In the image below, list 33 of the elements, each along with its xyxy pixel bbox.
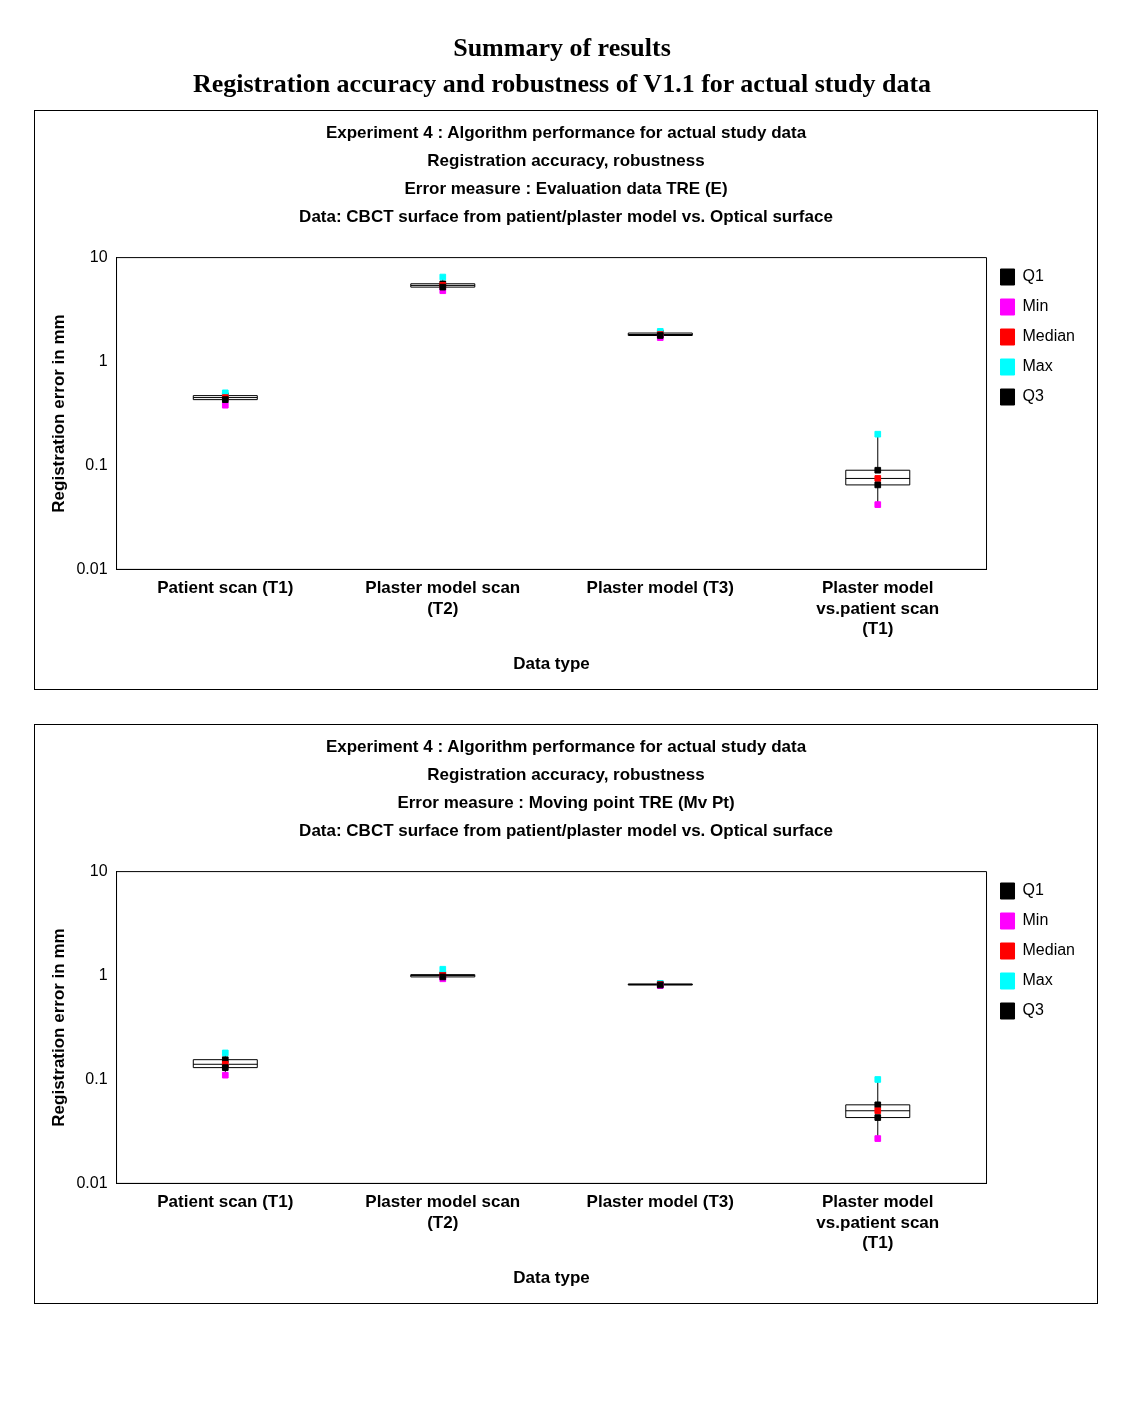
- legend-label: Median: [1022, 941, 1076, 959]
- legend-label: Min: [1022, 911, 1049, 929]
- chart-subtitle: Experiment 4 : Algorithm performance for actual study data Registration accuracy, robustness Error measure : Evaluation data TRE (E) Data: CBCT surface from patient/plaster model vs. Optical surface: [298, 122, 834, 228]
- y-tick-label: 10: [89, 862, 108, 880]
- x-tick-label: Plaster model scan (T2): [365, 578, 521, 618]
- y-tick-label: 1: [98, 965, 108, 983]
- x-tick-label: Patient scan (T1): [157, 1192, 294, 1212]
- x-axis-title: Data type: [513, 1268, 590, 1288]
- y-tick-label: 1: [98, 351, 108, 369]
- legend-label: Q3: [1022, 1001, 1044, 1019]
- y-axis-title: Registration error in mm: [48, 314, 68, 513]
- y-tick-label: 10: [89, 248, 108, 266]
- x-tick-label: Plaster model (T3): [586, 578, 734, 598]
- legend-label: Q1: [1022, 881, 1044, 899]
- x-tick-label: Patient scan (T1): [157, 578, 294, 598]
- y-tick-label: 0.01: [76, 559, 108, 577]
- legend-label: Q3: [1022, 387, 1044, 405]
- legend-label: Max: [1022, 971, 1053, 989]
- x-tick-label: Plaster model (T3): [586, 1192, 734, 1212]
- y-axis-title: Registration error in mm: [48, 928, 68, 1127]
- chart-subtitle: Experiment 4 : Algorithm performance for actual study data Registration accuracy, robustness Error measure : Moving point TRE (Mv Pt) Data: CBCT surface from patient/plaster model vs. Optical surface: [298, 736, 834, 842]
- legend-label: Min: [1022, 297, 1049, 315]
- y-tick-label: 0.1: [85, 1069, 108, 1087]
- y-tick-label: 0.01: [76, 1173, 108, 1191]
- legend-label: Q1: [1022, 267, 1044, 285]
- x-tick-label: Plaster model scan (T2): [365, 1192, 521, 1232]
- x-axis-title: Data type: [513, 654, 590, 674]
- legend-label: Max: [1022, 357, 1053, 375]
- x-tick-label: Plaster model vs.patient scan (T1): [816, 578, 940, 639]
- y-tick-label: 0.1: [85, 455, 108, 473]
- legend-label: Median: [1022, 327, 1076, 345]
- x-tick-label: Plaster model vs.patient scan (T1): [816, 1192, 940, 1253]
- chart-title: Summary of results Registration accuracy and robustness of V1.1 for actual study data: [191, 32, 933, 100]
